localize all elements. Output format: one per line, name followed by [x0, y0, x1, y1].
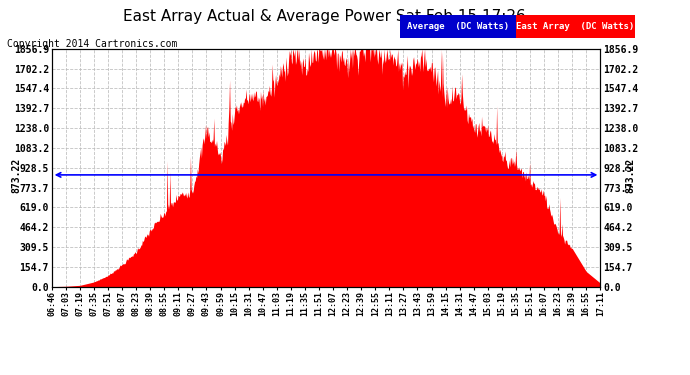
Text: Copyright 2014 Cartronics.com: Copyright 2014 Cartronics.com [7, 39, 177, 50]
Text: 873.22: 873.22 [625, 157, 635, 192]
Text: Average  (DC Watts): Average (DC Watts) [407, 22, 509, 31]
Text: East Array Actual & Average Power Sat Feb 15 17:26: East Array Actual & Average Power Sat Fe… [123, 9, 526, 24]
Text: 873.22: 873.22 [12, 157, 21, 192]
Text: East Array  (DC Watts): East Array (DC Watts) [516, 22, 635, 31]
